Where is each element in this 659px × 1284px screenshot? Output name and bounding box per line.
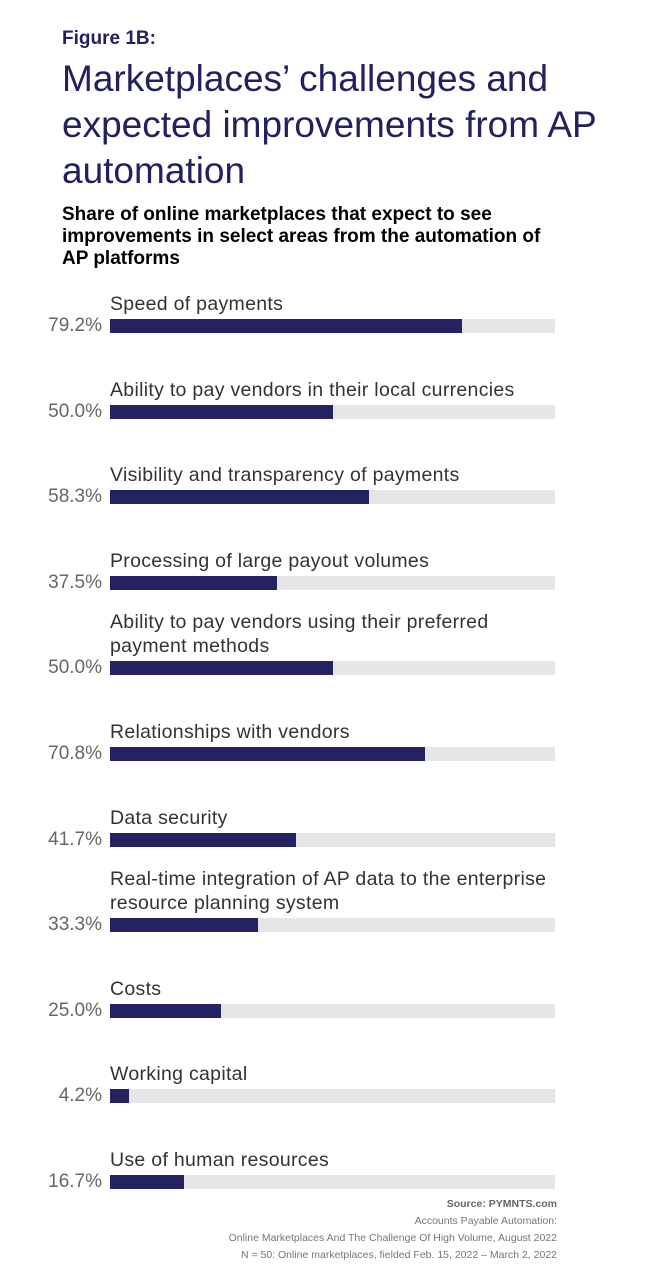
category-label: Relationships with vendors	[110, 721, 350, 743]
bar-track	[110, 1175, 555, 1189]
source-report: Accounts Payable Automation:	[414, 1215, 557, 1227]
bar-track	[110, 405, 555, 419]
bar	[110, 405, 333, 419]
bar	[110, 918, 259, 932]
category-label: Costs	[110, 978, 162, 1000]
chart-subtitle: Share of online marketplaces that expect…	[62, 204, 541, 269]
category-label: Use of human resources	[110, 1149, 330, 1171]
chart-title: Marketplaces’ challenges and expected im…	[62, 58, 597, 191]
value-label: 25.0%	[48, 1000, 102, 1021]
category-label: Ability to pay vendors in their local cu…	[110, 379, 515, 401]
value-label: 79.2%	[48, 315, 102, 336]
value-label: 58.3%	[48, 486, 102, 507]
value-label: 37.5%	[48, 572, 102, 593]
source-title: Online Marketplaces And The Challenge Of…	[228, 1232, 557, 1244]
figure-label: Figure 1B:	[62, 28, 156, 49]
bar	[110, 319, 463, 333]
bar	[110, 1089, 129, 1103]
value-label: 4.2%	[58, 1085, 102, 1106]
source-sample: N = 50: Online marketplaces, fielded Feb…	[240, 1249, 557, 1261]
source-line: Source: PYMNTS.com	[446, 1198, 557, 1210]
category-label: Data security	[110, 807, 228, 829]
bar-track	[110, 1004, 555, 1018]
value-label: 16.7%	[48, 1171, 102, 1192]
value-label: 33.3%	[48, 914, 102, 935]
bar-track	[110, 576, 555, 590]
bar-track	[110, 918, 555, 932]
category-label: Visibility and transparency of payments	[110, 464, 460, 486]
bar	[110, 1004, 222, 1018]
bar-track	[110, 490, 555, 504]
source-block: Source: PYMNTS.com Accounts Payable Auto…	[229, 1196, 557, 1264]
bar	[110, 833, 296, 847]
bar	[110, 1175, 185, 1189]
category-label: Ability to pay vendors using their prefe…	[110, 611, 489, 657]
bar-track	[110, 1089, 555, 1103]
category-label: Real-time integration of AP data to the …	[110, 868, 547, 914]
value-label: 70.8%	[48, 743, 102, 764]
category-label: Working capital	[110, 1063, 248, 1085]
value-label: 41.7%	[48, 829, 102, 850]
bar	[110, 576, 277, 590]
value-label: 50.0%	[48, 657, 102, 678]
bar-track	[110, 833, 555, 847]
value-label: 50.0%	[48, 401, 102, 422]
category-label: Processing of large payout volumes	[110, 550, 430, 572]
category-label: Speed of payments	[110, 293, 284, 315]
bar	[110, 490, 370, 504]
bar	[110, 661, 333, 675]
bar-track	[110, 319, 555, 333]
bar-track	[110, 661, 555, 675]
bar-track	[110, 747, 555, 761]
bar	[110, 747, 426, 761]
